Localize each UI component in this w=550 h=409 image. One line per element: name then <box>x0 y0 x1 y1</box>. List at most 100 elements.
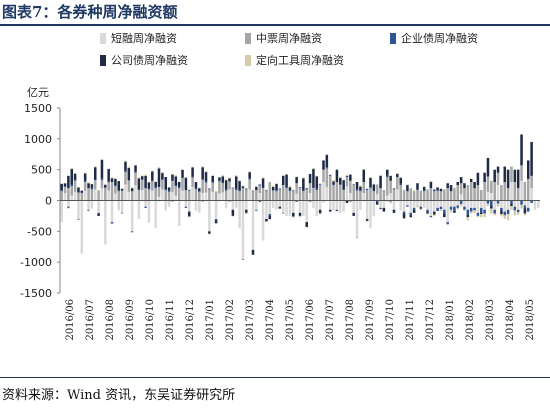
bar-segment <box>224 190 228 201</box>
bar-segment <box>510 203 513 207</box>
bar-segment <box>503 215 507 219</box>
bar-segment <box>449 200 453 207</box>
bar-segment <box>275 183 278 191</box>
bar-segment <box>389 201 392 204</box>
bar-segment <box>292 212 295 217</box>
bar-segment <box>439 188 443 192</box>
bar-segment <box>241 259 245 260</box>
bar-segment <box>187 211 191 217</box>
bar-segment <box>63 182 67 184</box>
bar-segment <box>335 182 339 201</box>
bar-segment <box>466 185 470 201</box>
bar-segment <box>335 209 339 211</box>
bar-segment <box>224 179 228 181</box>
y-tick-label: -1500 <box>20 287 52 300</box>
bar-segment <box>275 200 278 210</box>
bar-segment <box>83 172 87 174</box>
bar-segment <box>288 187 292 191</box>
bar-segment <box>322 201 325 203</box>
bar-segment <box>181 169 184 178</box>
bar-segment <box>396 173 399 178</box>
bar-segment <box>211 191 214 201</box>
bar-segment <box>60 190 63 192</box>
bar-segment <box>516 212 520 215</box>
bar-segment <box>144 200 147 207</box>
bar-segment <box>265 191 268 201</box>
bar-segment <box>63 183 67 187</box>
bar-segment <box>171 191 174 201</box>
bar-segment <box>137 178 141 190</box>
bar-segment <box>73 172 77 174</box>
bar-segment <box>238 181 241 191</box>
bar-segment <box>147 182 151 189</box>
bar-segment <box>181 169 184 170</box>
bar-segment <box>161 179 164 181</box>
bar-segment <box>516 169 520 189</box>
bar-segment <box>134 185 137 201</box>
bar-segment <box>271 190 275 201</box>
bar-segment <box>308 183 312 194</box>
bar-segment <box>248 189 251 201</box>
bar-segment <box>114 186 117 194</box>
bar-segment <box>375 194 379 201</box>
bar-segment <box>402 211 406 214</box>
bar-segment <box>144 206 147 208</box>
bar-segment <box>241 185 245 187</box>
bar-segment <box>191 176 194 178</box>
bar-segment <box>268 214 272 216</box>
bar-segment <box>234 176 238 189</box>
bar-segment <box>439 206 443 210</box>
bar-segment <box>127 191 131 201</box>
legend-item-mtn: 中票周净融资 <box>245 30 322 46</box>
bar-segment <box>433 211 436 215</box>
x-tick-label: 2017/02 <box>225 299 236 341</box>
bar-segment <box>208 200 211 232</box>
bar-segment <box>130 200 134 232</box>
bar-segment <box>443 200 446 210</box>
bar-segment <box>506 200 510 210</box>
bar-segment <box>352 184 355 186</box>
bar-segment <box>221 175 225 177</box>
bar-segment <box>281 212 285 214</box>
bar-segment <box>104 243 107 245</box>
bar-segment <box>177 186 181 189</box>
legend-swatch-enterprise-bond <box>390 32 396 44</box>
bar-segment <box>399 209 402 211</box>
bar-segment <box>157 186 161 197</box>
bar-segment <box>520 134 523 166</box>
bar-segment <box>389 175 392 181</box>
bar-segment <box>476 215 480 218</box>
bar-segment <box>436 200 439 208</box>
bar-segment <box>268 215 272 219</box>
bar-segment <box>312 167 315 170</box>
bar-segment <box>208 233 211 235</box>
bar-segment <box>167 187 171 191</box>
bar-segment <box>322 169 325 182</box>
bar-segment <box>114 178 117 186</box>
bar-segment <box>234 175 238 177</box>
bar-segment <box>255 190 258 201</box>
bar-segment <box>140 190 144 201</box>
bar-segment <box>231 215 235 217</box>
bar-segment <box>255 186 258 191</box>
bar-segment <box>194 200 198 210</box>
bar-segment <box>466 209 470 215</box>
bar-segment <box>251 190 255 192</box>
bar-segment <box>167 186 171 188</box>
bar-segment <box>110 222 114 224</box>
bar-segment <box>181 178 184 191</box>
chart-area: 短融周净融资 中票周净融资 企业债周净融资 公司债周净融资 定向工具周净融资 亿… <box>0 30 550 370</box>
bar-segment <box>194 188 198 190</box>
bar-segment <box>328 200 332 210</box>
bar-segment <box>83 190 87 201</box>
bar-segment <box>510 166 513 182</box>
bar-segment <box>184 177 188 178</box>
bar-segment <box>506 188 510 201</box>
bar-segment <box>167 190 171 192</box>
footer-divider <box>0 377 550 378</box>
bar-segment <box>261 178 265 188</box>
bar-segment <box>161 173 164 180</box>
bar-segment <box>77 192 80 201</box>
bar-segment <box>412 207 416 210</box>
bar-segment <box>339 177 342 185</box>
